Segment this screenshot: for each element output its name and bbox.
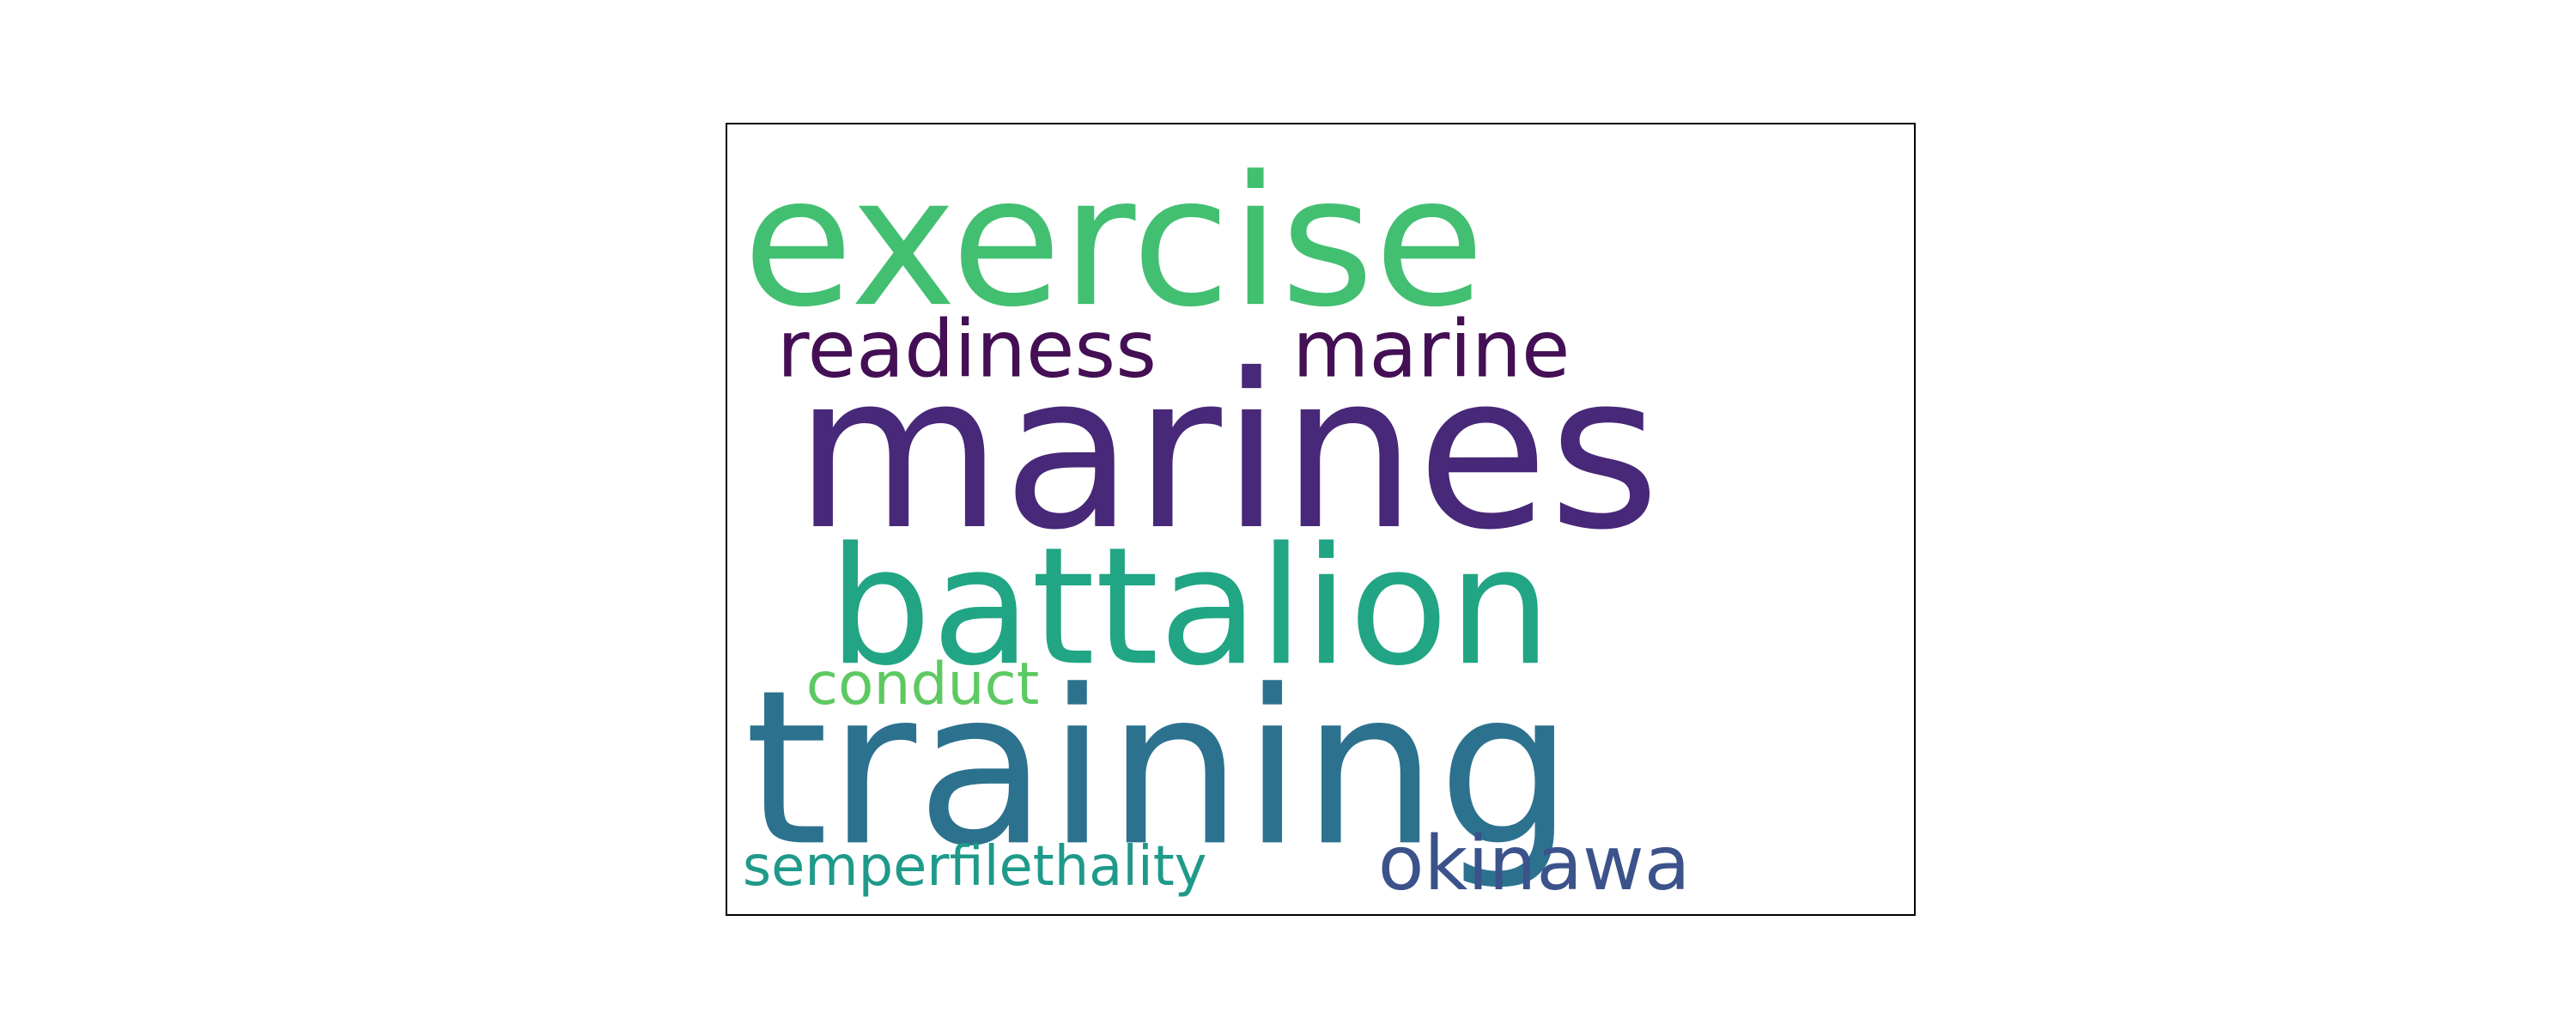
- word-exercise: exercise: [743, 138, 1485, 347]
- word-marine: marine: [1292, 304, 1570, 396]
- word-battalion: battalion: [829, 512, 1552, 701]
- word-okinawa: okinawa: [1378, 820, 1691, 907]
- word-marines: marines: [794, 328, 1660, 577]
- word-training: training: [744, 645, 1574, 894]
- word-conduct: conduct: [806, 650, 1040, 718]
- word-cloud-frame: marines training exercise battalion readines…: [726, 123, 1916, 916]
- word-readiness: readiness: [777, 304, 1157, 396]
- word-semperfilethality: semperfilethality: [743, 835, 1207, 899]
- word-cloud: marines training exercise battalion readines…: [743, 138, 1691, 907]
